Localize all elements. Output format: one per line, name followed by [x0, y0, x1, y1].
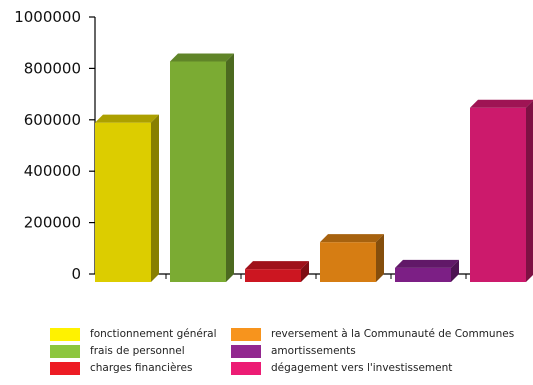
bar: [170, 53, 234, 282]
legend-item: amortissements: [231, 344, 356, 358]
bar-top: [470, 99, 533, 108]
legend-swatch: [50, 327, 80, 341]
bar-side: [526, 100, 533, 282]
legend-swatch: [50, 361, 80, 375]
bar-side: [151, 114, 159, 282]
bar-top: [170, 53, 234, 62]
bar-side: [451, 259, 459, 282]
bar-front: [320, 242, 376, 282]
legend-label: reversement à la Communauté de Communes: [271, 328, 515, 340]
y-tick-label: 800000: [24, 59, 81, 77]
legend-item: frais de personnel: [50, 344, 185, 358]
legend-label: dégagement vers l'investissement: [271, 362, 453, 374]
bar: [395, 259, 459, 282]
bar-chart: 0 200000 400000 600000 800000 1000000: [14, 8, 533, 283]
bar: [470, 99, 533, 282]
legend-item: charges financières: [50, 361, 192, 375]
bar: [95, 114, 159, 282]
bar-top: [320, 234, 384, 243]
legend-item: reversement à la Communauté de Communes: [231, 327, 514, 341]
bar-front: [395, 267, 451, 282]
bar-front: [95, 122, 151, 282]
legend-swatch: [50, 344, 80, 358]
bar-top: [395, 259, 459, 268]
bar-front: [245, 269, 301, 282]
legend-swatch: [231, 361, 261, 375]
bar: [245, 261, 309, 282]
bar-side: [376, 234, 384, 282]
bar-top: [95, 114, 159, 123]
legend-item: fonctionnement général: [50, 327, 216, 341]
legend-swatch: [231, 344, 261, 358]
bars: [95, 53, 533, 282]
bar: [320, 234, 384, 282]
y-tick-label: 600000: [24, 111, 81, 129]
y-tick-label: 400000: [24, 162, 81, 180]
bar-front: [170, 61, 226, 282]
y-tick-label: 0: [71, 265, 81, 283]
bar-side: [301, 261, 309, 282]
y-tick-label: 200000: [24, 214, 81, 232]
y-tick-labels: 0 200000 400000 600000 800000 1000000: [14, 8, 81, 283]
y-tick-label: 1000000: [14, 8, 81, 26]
legend-swatch: [231, 327, 261, 341]
legend-label: fonctionnement général: [90, 328, 217, 340]
legend-label: charges financières: [90, 362, 193, 374]
bar-top: [245, 261, 309, 270]
bar-side: [226, 53, 234, 282]
bar-front: [470, 107, 526, 282]
legend-label: amortissements: [271, 345, 356, 357]
legend-label: frais de personnel: [90, 345, 185, 357]
legend-item: dégagement vers l'investissement: [231, 361, 452, 375]
